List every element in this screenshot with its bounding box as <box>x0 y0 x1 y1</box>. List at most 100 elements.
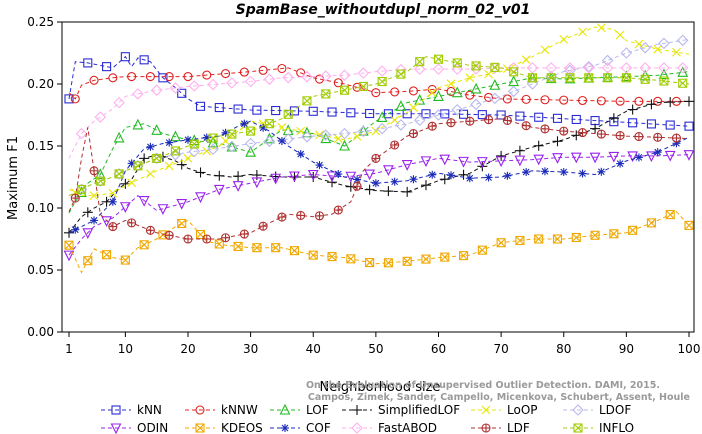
point-ldf <box>484 115 494 125</box>
point-odin <box>119 202 131 213</box>
point-cof <box>165 138 174 147</box>
point-inflo <box>76 184 87 194</box>
point-inflo <box>114 169 124 179</box>
point-knnw <box>559 95 569 105</box>
legend-marker-cof <box>281 424 289 432</box>
point-ldf <box>577 128 588 138</box>
point-loop <box>183 154 193 163</box>
point-kdeos <box>552 234 563 244</box>
point-ldf <box>371 153 381 163</box>
point-odin <box>63 250 75 262</box>
point-simplifiedlof <box>533 140 544 151</box>
point-kdeos <box>515 235 525 246</box>
point-cof <box>409 175 418 184</box>
point-simplifiedlof <box>420 180 431 191</box>
point-ldof <box>263 135 276 148</box>
y-tick-label: 0.00 <box>27 325 54 339</box>
point-simplifiedlof <box>590 123 601 134</box>
point-odin <box>552 153 563 164</box>
point-loop <box>146 169 155 179</box>
point-odin <box>101 216 112 228</box>
point-fastabod <box>75 127 88 140</box>
x-tick-label: 40 <box>306 342 321 356</box>
point-knn <box>346 108 356 118</box>
x-tick-label: 70 <box>493 342 508 356</box>
point-ldof <box>357 125 370 138</box>
legend-item-odin: ODIN <box>101 421 168 434</box>
point-fastabod <box>169 82 182 94</box>
point-knn <box>383 109 393 119</box>
point-knnw <box>89 75 99 85</box>
point-ldf <box>502 115 512 126</box>
point-knn <box>646 119 656 129</box>
series-loop <box>68 23 690 200</box>
legend-marker-knnw <box>195 405 205 415</box>
point-knnw <box>164 72 174 82</box>
point-fastabod <box>207 78 219 91</box>
point-lof <box>564 72 576 84</box>
point-cof <box>559 168 568 177</box>
point-inflo <box>321 89 331 99</box>
point-ldf <box>446 118 456 128</box>
legend-item-loop: LoOP <box>471 403 538 417</box>
legend-marker-loop <box>481 405 491 415</box>
point-knnw <box>258 65 268 75</box>
point-knnw <box>333 78 343 88</box>
point-cof <box>240 119 249 128</box>
legend: kNN kNNW LOF SimplifiedLOF LoOP LDOF ODIN KDEOS… <box>101 403 634 434</box>
point-cof <box>447 171 456 180</box>
series-kdeos <box>64 210 694 274</box>
point-fastabod <box>432 63 445 75</box>
point-ldof <box>451 104 464 116</box>
point-inflo <box>678 78 688 88</box>
point-fastabod <box>526 62 539 74</box>
legend-item-cof: COF <box>270 421 331 434</box>
point-knn <box>327 107 337 117</box>
point-ldf <box>408 129 418 139</box>
point-cof <box>390 177 399 186</box>
point-ldf <box>277 212 287 222</box>
point-ldof <box>507 85 520 98</box>
point-ldf <box>221 233 231 243</box>
point-knnw <box>502 94 512 104</box>
series-line-cof <box>68 120 690 234</box>
point-simplifiedlof <box>251 170 262 181</box>
point-lof <box>414 93 426 105</box>
point-kdeos <box>571 232 581 243</box>
point-inflo <box>246 126 256 136</box>
point-knn <box>515 111 525 121</box>
point-knn <box>102 62 112 72</box>
point-odin <box>627 151 639 163</box>
point-loop <box>315 130 324 140</box>
point-knn <box>365 108 375 119</box>
x-tick-label: 30 <box>243 342 258 356</box>
point-inflo <box>471 61 481 71</box>
point-knnw <box>221 69 231 79</box>
point-odin <box>664 150 676 162</box>
point-knnw <box>390 87 400 97</box>
point-knnw <box>183 72 193 82</box>
point-fastabod <box>639 62 651 74</box>
point-ldf <box>465 116 475 126</box>
point-ldof <box>395 119 407 131</box>
point-knnw <box>371 88 381 98</box>
point-cof <box>653 148 662 157</box>
point-loop <box>521 55 531 65</box>
point-fastabod <box>658 62 670 74</box>
point-kdeos <box>327 252 337 262</box>
point-inflo <box>584 73 594 83</box>
legend-label-ldf: LDF <box>507 421 530 434</box>
point-knnw <box>615 96 625 106</box>
point-lof <box>470 82 482 94</box>
point-simplifiedlof <box>458 169 469 180</box>
point-cof <box>503 171 512 180</box>
legend-label-lof: LOF <box>306 403 329 417</box>
point-knn <box>402 109 412 119</box>
point-ldof <box>413 114 426 126</box>
point-simplifiedlof <box>439 174 450 185</box>
point-simplifiedlof <box>627 104 638 115</box>
point-knnw <box>634 96 644 106</box>
point-ldf <box>615 131 625 141</box>
point-cof <box>540 167 549 176</box>
point-simplifiedlof <box>552 136 563 147</box>
